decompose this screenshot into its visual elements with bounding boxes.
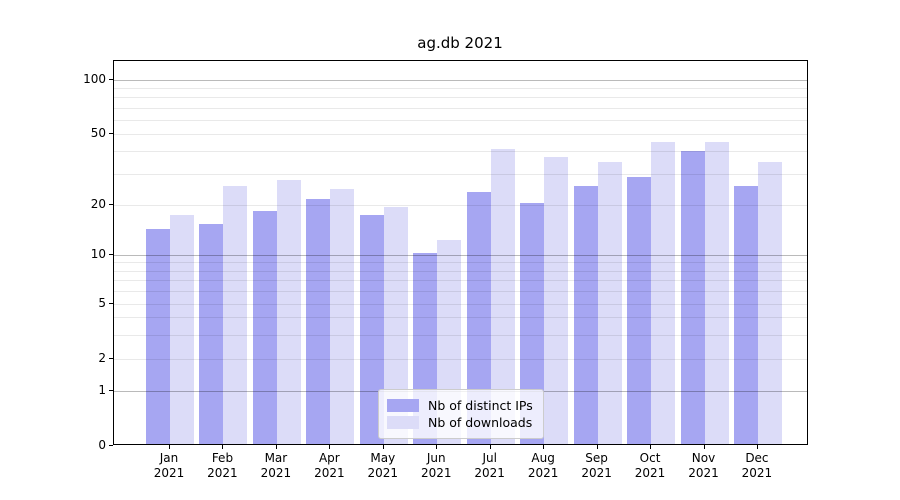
x-tick-label: May 2021 (367, 451, 399, 480)
y-tick-label: 5 (98, 296, 106, 310)
x-tick-mark (169, 445, 170, 449)
chart-title: ag.db 2021 (417, 34, 503, 52)
bar (276, 179, 301, 444)
x-tick-label: Sep 2021 (581, 451, 612, 480)
bar (597, 161, 622, 444)
y-tick-label: 50 (90, 126, 106, 140)
y-tick-label: 20 (90, 197, 106, 211)
bar (733, 185, 758, 444)
bar (627, 176, 652, 444)
x-tick-mark (436, 445, 438, 449)
legend-item: Nb of distinct IPs (387, 398, 533, 413)
legend: Nb of distinct IPs Nb of downloads (378, 389, 544, 439)
bar (544, 157, 569, 444)
bar (330, 188, 355, 444)
x-tick-mark (756, 445, 758, 449)
bar (170, 214, 194, 444)
y-tick-label: 1 (98, 383, 106, 397)
bar (306, 199, 331, 444)
legend-label: Nb of downloads (428, 415, 533, 430)
x-tick-label: Jan 2021 (153, 451, 185, 480)
x-tick-label: Jun 2021 (420, 451, 452, 480)
x-tick-mark (703, 445, 705, 449)
x-tick-mark (489, 445, 491, 449)
bar (651, 141, 676, 444)
legend-swatch-distinct-ips (387, 399, 419, 412)
y-tick-mark (109, 254, 113, 255)
bar (199, 223, 224, 444)
x-tick-mark (543, 445, 545, 449)
y-tick-mark (109, 133, 113, 134)
y-tick-mark (109, 204, 113, 205)
bars-layer (114, 61, 807, 444)
y-tick-label: 2 (98, 351, 106, 365)
x-tick-mark (596, 445, 598, 449)
bar (146, 228, 170, 444)
legend-swatch-downloads (387, 416, 419, 429)
x-tick-label: Apr 2021 (314, 451, 345, 480)
x-tick-label: Mar 2021 (260, 451, 292, 480)
x-tick-mark (382, 445, 384, 449)
bar (704, 141, 729, 444)
bar (252, 210, 277, 444)
y-tick-mark (109, 79, 113, 80)
y-tick-label: 0 (98, 438, 106, 452)
x-tick-mark (275, 445, 277, 449)
plot-area (113, 60, 808, 445)
x-tick-mark (222, 445, 224, 449)
y-tick-mark (109, 445, 113, 446)
bar (680, 151, 705, 444)
y-tick-label: 100 (83, 72, 106, 86)
x-tick-label: Jul 2021 (474, 451, 505, 480)
x-tick-label: Feb 2021 (207, 451, 238, 480)
y-tick-mark (109, 390, 113, 391)
y-tick-mark (109, 358, 113, 359)
y-tick-label: 10 (90, 247, 106, 261)
x-tick-label: Aug 2021 (527, 451, 559, 480)
y-tick-mark (109, 303, 113, 304)
bar (757, 161, 782, 444)
x-tick-mark (329, 445, 331, 449)
x-tick-mark (650, 445, 652, 449)
x-tick-label: Dec 2021 (741, 451, 773, 480)
x-tick-label: Nov 2021 (688, 451, 719, 480)
bar (573, 185, 598, 444)
bar (223, 185, 248, 444)
x-tick-label: Oct 2021 (634, 451, 666, 480)
legend-label: Nb of distinct IPs (428, 398, 533, 413)
legend-item: Nb of downloads (387, 415, 533, 430)
